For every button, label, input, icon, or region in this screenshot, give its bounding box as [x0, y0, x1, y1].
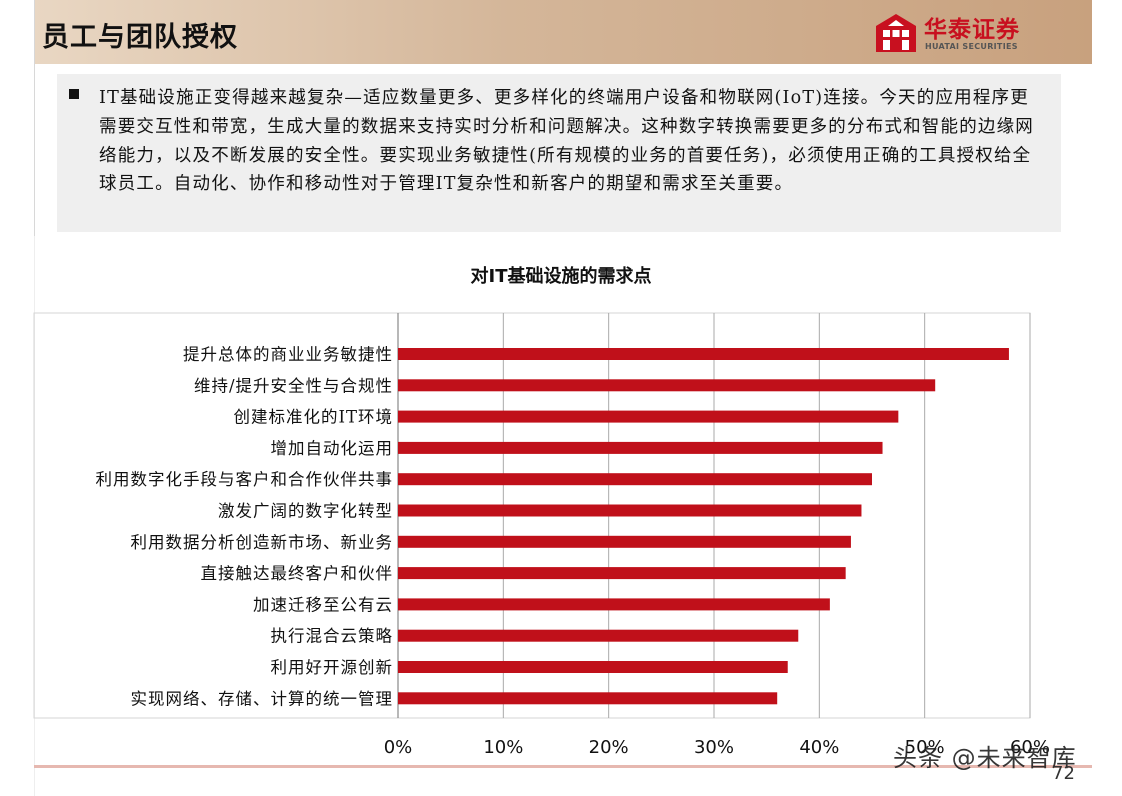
x-tick-label: 0% — [384, 737, 413, 758]
category-label: 创建标准化的IT环境 — [233, 408, 393, 427]
category-label: 维持/提升安全性与合规性 — [194, 376, 393, 395]
bar — [398, 629, 799, 642]
bar — [398, 535, 851, 548]
category-label: 激发广阔的数字化转型 — [218, 502, 393, 521]
watermark: 头条 @未来智库 — [893, 744, 1077, 772]
page-number: 72 — [1052, 763, 1075, 784]
left-rule-top — [34, 0, 35, 236]
bar — [398, 379, 936, 392]
page-title: 员工与团队授权 — [42, 22, 238, 53]
category-label: 利用数据分析创造新市场、新业务 — [131, 533, 394, 552]
x-tick-label: 10% — [483, 737, 523, 758]
bar — [398, 692, 778, 705]
bar — [398, 410, 899, 423]
bar — [398, 348, 1009, 360]
category-label: 提升总体的商业业务敏捷性 — [183, 345, 393, 364]
bar — [398, 473, 872, 486]
logo-english-name: HUATAI SECURITIES — [925, 42, 1018, 51]
bar — [398, 661, 788, 673]
square-bullet-icon — [69, 89, 79, 99]
company-logo: 华泰证券 HUATAI SECURITIES — [874, 12, 1064, 56]
category-label: 增加自动化运用 — [271, 439, 394, 458]
footer-rule — [34, 765, 1092, 768]
chart-title: 对IT基础设施的需求点 — [470, 266, 652, 287]
bar — [398, 567, 846, 580]
category-label: 加速迁移至公有云 — [253, 595, 393, 614]
bar — [398, 504, 862, 517]
x-tick-label: 50% — [905, 737, 945, 758]
x-tick-label: 60% — [1010, 737, 1050, 758]
category-label: 实现网络、存储、计算的统一管理 — [131, 689, 394, 708]
x-tick-label: 30% — [694, 737, 734, 758]
x-tick-label: 40% — [799, 737, 839, 758]
category-label: 执行混合云策略 — [271, 627, 394, 646]
bar — [398, 598, 830, 611]
bar — [398, 441, 883, 454]
category-label: 直接触达最终客户和伙伴 — [201, 564, 394, 583]
logo-mark-icon — [876, 14, 916, 52]
intro-paragraph: IT基础设施正变得越来越复杂—适应数量更多、更多样化的终端用户设备和物联网(Io… — [99, 88, 1034, 195]
category-label: 利用数字化手段与客户和合作伙伴共事 — [96, 470, 394, 489]
logo-chinese-name: 华泰证券 — [924, 17, 1020, 43]
intro-box: IT基础设施正变得越来越复杂—适应数量更多、更多样化的终端用户设备和物联网(Io… — [57, 74, 1061, 232]
x-tick-label: 20% — [589, 737, 629, 758]
category-label: 利用好开源创新 — [271, 658, 394, 677]
